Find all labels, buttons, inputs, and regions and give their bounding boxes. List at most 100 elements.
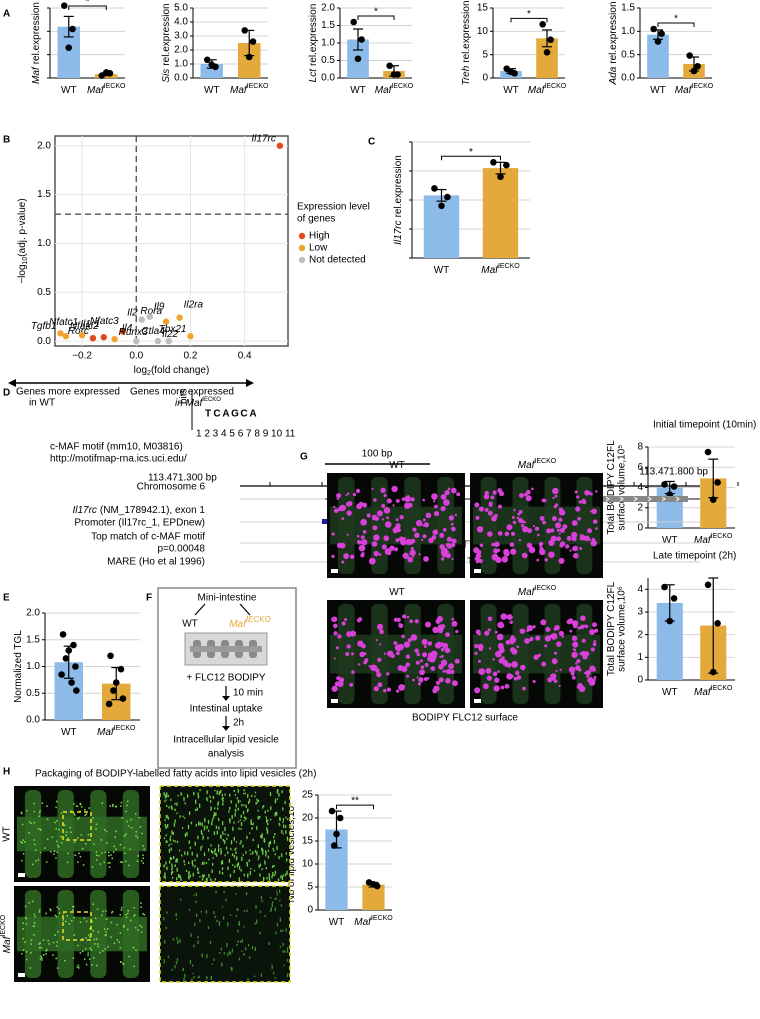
lipid-surface	[406, 663, 409, 666]
lipid-surface	[478, 668, 486, 676]
lipid-vesicle	[122, 926, 125, 928]
lipid-vesicle	[282, 874, 284, 877]
lipid-vesicle	[243, 789, 245, 792]
lipid-surface	[395, 518, 399, 522]
lipid-vesicle	[34, 849, 37, 851]
lipid-vesicle	[85, 920, 88, 923]
y-tick-label: 20	[302, 813, 314, 824]
lipid-vesicle	[256, 801, 259, 803]
lipid-vesicle	[170, 871, 173, 876]
lipid-surface	[345, 493, 348, 497]
lipid-vesicle	[205, 878, 207, 882]
lipid-vesicle	[69, 810, 72, 812]
lipid-surface	[445, 632, 450, 638]
lipid-surface	[343, 553, 350, 559]
lipid-vesicle	[232, 826, 234, 831]
lipid-vesicle	[197, 936, 199, 939]
strand-arrow	[647, 496, 652, 502]
lipid-surface	[501, 556, 509, 563]
lipid-surface	[419, 669, 426, 676]
lipid-vesicle	[167, 816, 169, 820]
lipid-surface	[550, 633, 558, 640]
lipid-vesicle	[34, 843, 36, 846]
lipid-surface	[331, 685, 338, 692]
lipid-vesicle	[237, 789, 239, 793]
lipid-surface	[428, 537, 434, 544]
lipid-surface	[401, 634, 405, 639]
data-point	[661, 481, 668, 488]
lipid-vesicle	[231, 814, 233, 820]
lipid-vesicle	[203, 874, 205, 877]
lipid-vesicle	[257, 844, 259, 848]
lipid-surface	[384, 521, 392, 528]
lipid-surface	[370, 664, 377, 672]
arrow-head	[246, 379, 254, 387]
lipid-vesicle	[54, 821, 56, 824]
scheme-text: Intestinal uptake	[190, 704, 263, 715]
lipid-vesicle	[280, 904, 282, 907]
lipid-surface	[477, 632, 481, 636]
lipid-surface	[577, 682, 583, 688]
lipid-vesicle	[234, 808, 237, 813]
lipid-vesicle	[55, 945, 58, 947]
lipid-vesicle	[39, 809, 41, 812]
lipid-vesicle	[166, 911, 168, 914]
lipid-vesicle	[249, 849, 251, 852]
lipid-vesicle	[221, 794, 224, 797]
y-axis-label-text: Nb of lipid vesicles,10³	[286, 802, 297, 903]
scheme-text: 10 min	[233, 688, 263, 699]
y-tick-label: 0.0	[26, 715, 40, 726]
lipid-vesicle	[217, 844, 220, 848]
lipid-vesicle	[286, 973, 289, 978]
lipid-vesicle	[163, 959, 165, 964]
data-point	[112, 679, 120, 686]
lipid-vesicle	[199, 789, 201, 792]
lipid-vesicle	[40, 955, 42, 958]
lipid-vesicle	[58, 912, 61, 914]
lipid-vesicle	[167, 955, 170, 958]
bar	[647, 34, 669, 78]
lipid-vesicle	[33, 925, 35, 927]
lipid-vesicle	[243, 910, 246, 912]
y-axis-label-text: rel.expression	[308, 4, 319, 66]
lipid-surface	[528, 638, 532, 642]
lipid-surface	[483, 683, 489, 690]
point-label: Nfatc2	[70, 321, 99, 332]
lipid-surface	[423, 645, 427, 648]
lipid-surface	[573, 623, 578, 629]
lipid-vesicle	[176, 960, 178, 963]
lipid-vesicle	[207, 836, 209, 840]
data-point	[105, 700, 113, 708]
lipid-vesicle	[197, 835, 199, 840]
lipid-vesicle	[217, 848, 220, 853]
data-point	[110, 687, 117, 694]
lipid-vesicle	[174, 819, 176, 823]
y-tick-label: 4	[637, 482, 643, 493]
lipid-vesicle	[197, 940, 199, 945]
lipid-vesicle	[285, 852, 287, 855]
lipid-vesicle	[252, 822, 254, 825]
lipid-surface	[474, 556, 480, 562]
lipid-surface	[422, 534, 427, 539]
lipid-vesicle	[24, 841, 26, 843]
data-point	[73, 687, 80, 694]
lipid-surface	[361, 552, 365, 556]
lipid-vesicle	[194, 922, 196, 927]
lipid-vesicle	[191, 851, 193, 856]
lipid-vesicle	[124, 852, 126, 855]
lipid-surface	[414, 648, 419, 653]
lipid-surface	[349, 682, 354, 687]
lipid-vesicle	[21, 859, 23, 862]
lipid-vesicle	[227, 866, 229, 870]
lipid-surface	[412, 678, 415, 682]
lipid-vesicle	[106, 928, 109, 930]
lipid-vesicle	[273, 874, 275, 877]
lipid-vesicle	[184, 833, 187, 838]
lipid-vesicle	[245, 851, 247, 854]
lipid-vesicle	[238, 921, 241, 923]
strand-arrow	[675, 496, 680, 502]
lipid-surface	[435, 680, 440, 685]
lipid-vesicle	[33, 922, 36, 924]
lipid-vesicle	[233, 821, 235, 824]
lipid-surface	[497, 504, 503, 509]
